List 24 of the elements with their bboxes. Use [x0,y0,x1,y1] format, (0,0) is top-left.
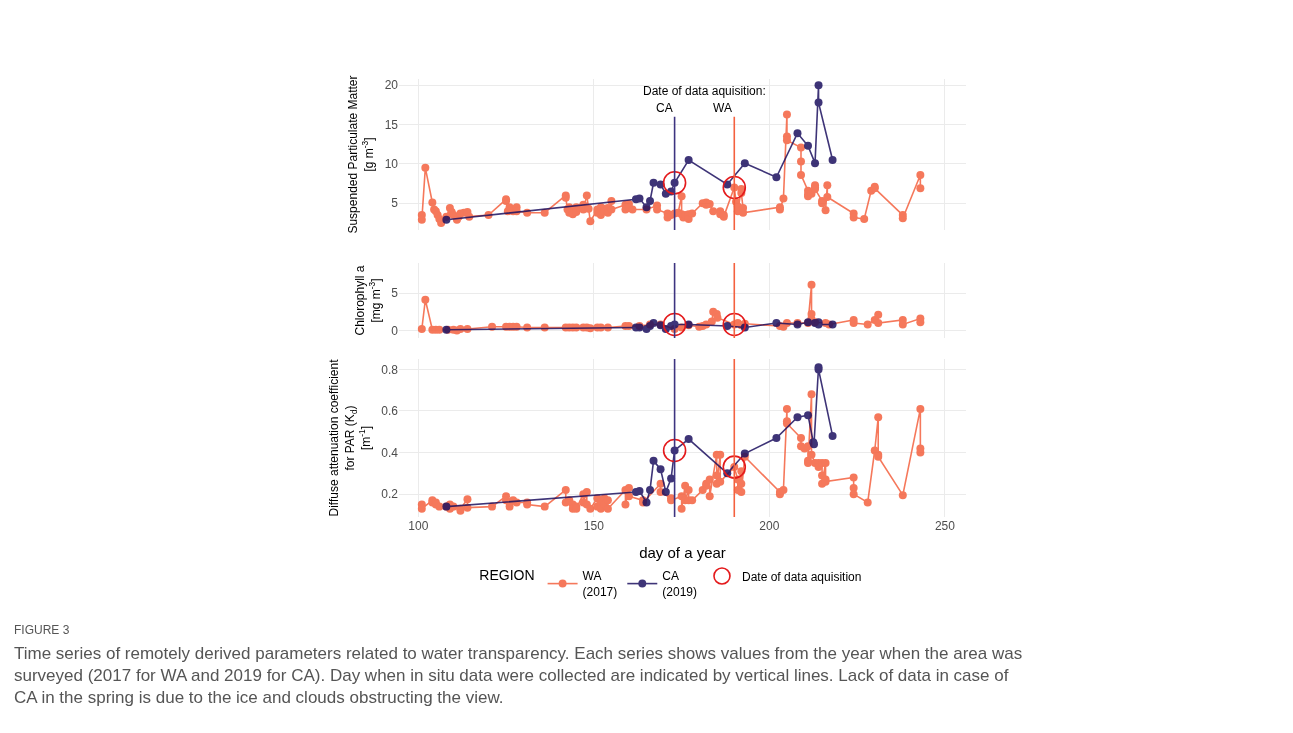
y-tick-label: 5 [391,196,399,211]
legend-label: WA (2017) [582,569,618,600]
ref-line-label: WA [713,101,732,115]
y-tick-label: 0.2 [381,487,399,502]
annotation: Date of data aquisition: [643,84,766,98]
legend-label: CA (2019) [662,569,697,600]
y-tick-label: 0.6 [381,404,399,419]
y-tick-label: 0.4 [381,445,399,460]
caption: FIGURE 3 [14,623,70,637]
ref-line-label: CA [656,101,673,115]
legend-label: Date of data aquisition [741,569,862,584]
y-tick-label: 15 [384,117,399,132]
y-tick-label: 0 [391,323,399,338]
x-tick-label: 100 [408,519,429,533]
legend-title: REGION [479,566,535,583]
y-tick-label: 10 [384,157,399,172]
y-tick-label: 5 [391,286,399,301]
text: Time series of remotely derived parameters related to water transparency. Each series shows values from the year when the area was surveyed (2017 for WA and 2019 for CA). Day when in situ data were collected are indicated by vertical lines. Lack of data in case of CA in the spring is due to the ice and clouds obstructing the view. [14,644,1023,708]
x-tick-label: 250 [934,519,956,533]
x-axis-title: day of a year [639,544,726,561]
x-tick-label: 200 [759,519,780,533]
y-tick-label: 0.8 [381,362,399,377]
x-tick-label: 150 [583,519,605,533]
y-tick-label: 20 [384,78,399,93]
